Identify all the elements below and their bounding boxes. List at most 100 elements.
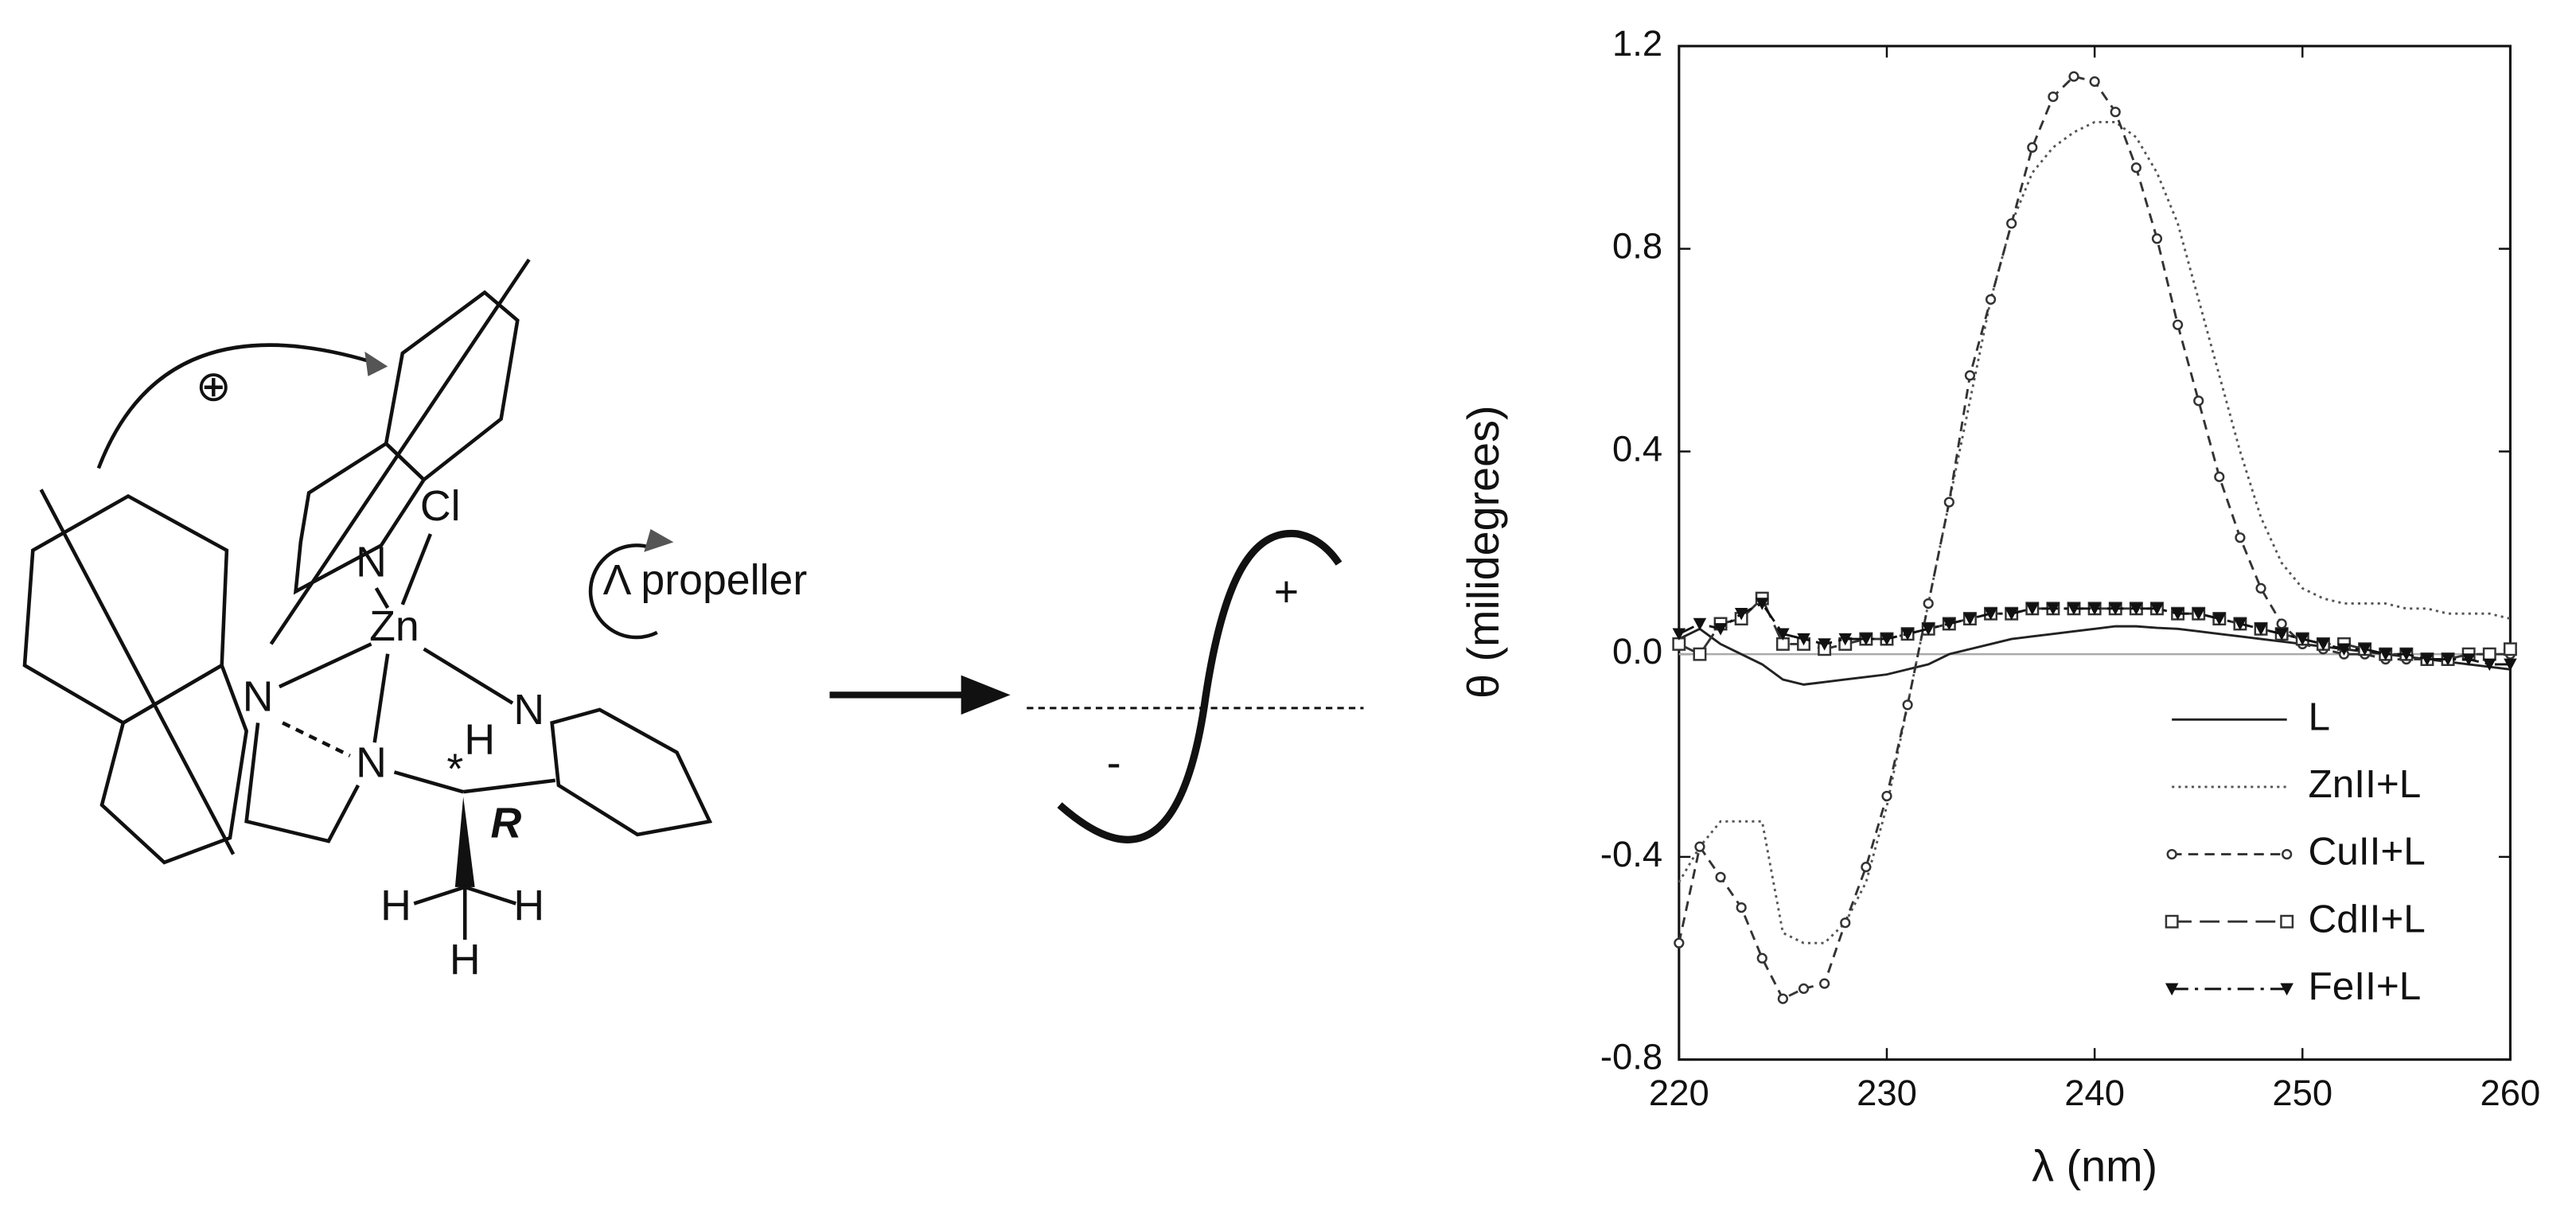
marker [1672,628,1686,641]
marker [1819,978,1830,989]
marker [1715,871,1726,882]
axis-line [39,489,236,855]
bond [374,587,390,610]
marker [1838,633,1853,646]
marker [2483,658,2496,672]
atom: N [513,686,544,734]
y-tick-label: 0.8 [1612,226,1662,267]
marker [1943,617,1956,631]
marker [2280,983,2293,996]
marker [1921,623,1935,636]
legend-label: L [2309,695,2331,738]
bond [278,642,372,689]
marker [2212,613,2227,625]
marker [2151,233,2163,244]
marker [1943,497,1954,508]
marker [2255,582,2266,594]
marker [1964,370,1976,381]
ring [293,441,427,595]
marker [1756,598,1769,610]
marker [2461,653,2476,666]
bond [244,722,360,843]
marker [2441,653,2455,666]
charge: ⊕ [196,363,232,411]
x-tick-label: 240 [2064,1073,2125,1113]
marker [2048,91,2059,103]
bond [462,778,556,794]
marker [2108,602,2122,616]
y-tick-label: 0.0 [1612,631,1662,672]
marker [1713,623,1728,636]
marker [1694,841,1705,852]
y-tick-label: 0.4 [1612,428,1662,469]
marker [2027,142,2038,153]
marker [2337,643,2351,656]
marker [2165,983,2179,996]
marker [1693,647,1707,661]
marker [1861,862,1872,873]
marker [2130,162,2141,173]
x-tick-label: 230 [1857,1073,1917,1113]
bond [423,647,514,705]
marker [1734,607,1748,621]
x-tick-label: 220 [1649,1073,1709,1113]
marker [2172,319,2184,330]
stereo-mark: * [446,746,463,793]
atom: H [450,936,481,983]
marker [1736,902,1747,913]
bond [393,770,464,794]
configuration: R [490,800,521,847]
marker [2130,602,2143,616]
atom: Cl [420,482,461,530]
marker [2089,76,2100,88]
y-axis-label: θ (milidegrees) [1459,406,1508,699]
marker [2165,914,2179,929]
legend-label: CdII+L [2309,897,2426,941]
marker [1674,937,1685,948]
marker [2503,642,2517,656]
arrow-head [961,675,1011,715]
marker [2150,602,2164,616]
rotation-arrow [588,543,658,640]
marker [2025,602,2040,616]
marker [1797,633,1810,646]
atom: N [356,538,387,586]
marker [1798,983,1810,995]
bond [282,721,351,757]
marker [2379,648,2392,661]
bond [400,533,432,606]
y-tick-label: 1.2 [1612,23,1662,64]
arrow-head [644,528,674,552]
marker [2420,653,2434,666]
marker [2296,633,2309,646]
marker [2233,617,2247,631]
marker [2214,471,2225,482]
bond [372,653,390,743]
marker [2235,532,2246,543]
marker [1985,294,1997,305]
x-tick-label: 260 [2481,1073,2541,1113]
x-tick-label: 250 [2272,1073,2332,1113]
marker [2504,658,2517,672]
y-tick-label: -0.8 [1600,1037,1662,1077]
structure: Cl N Zn N N H * N R H H H ⊕ Λ propeller [22,259,807,983]
marker [2171,607,2184,621]
marker [2282,848,2293,860]
legend-label: CuII+L [2309,830,2426,874]
marker [1984,607,1997,621]
marker [2482,647,2496,661]
marker [2110,107,2121,118]
marker [1881,790,1892,802]
marker [2068,71,2079,82]
ring [384,290,520,482]
x-axis-label: λ (nm) [2032,1142,2157,1191]
marker [2399,648,2414,661]
marker [1902,699,1913,711]
marker [2276,618,2287,629]
marker [1777,993,1789,1004]
marker [2067,602,2081,616]
atom: H [380,882,411,929]
marker [2280,914,2294,929]
marker [2006,218,2017,229]
